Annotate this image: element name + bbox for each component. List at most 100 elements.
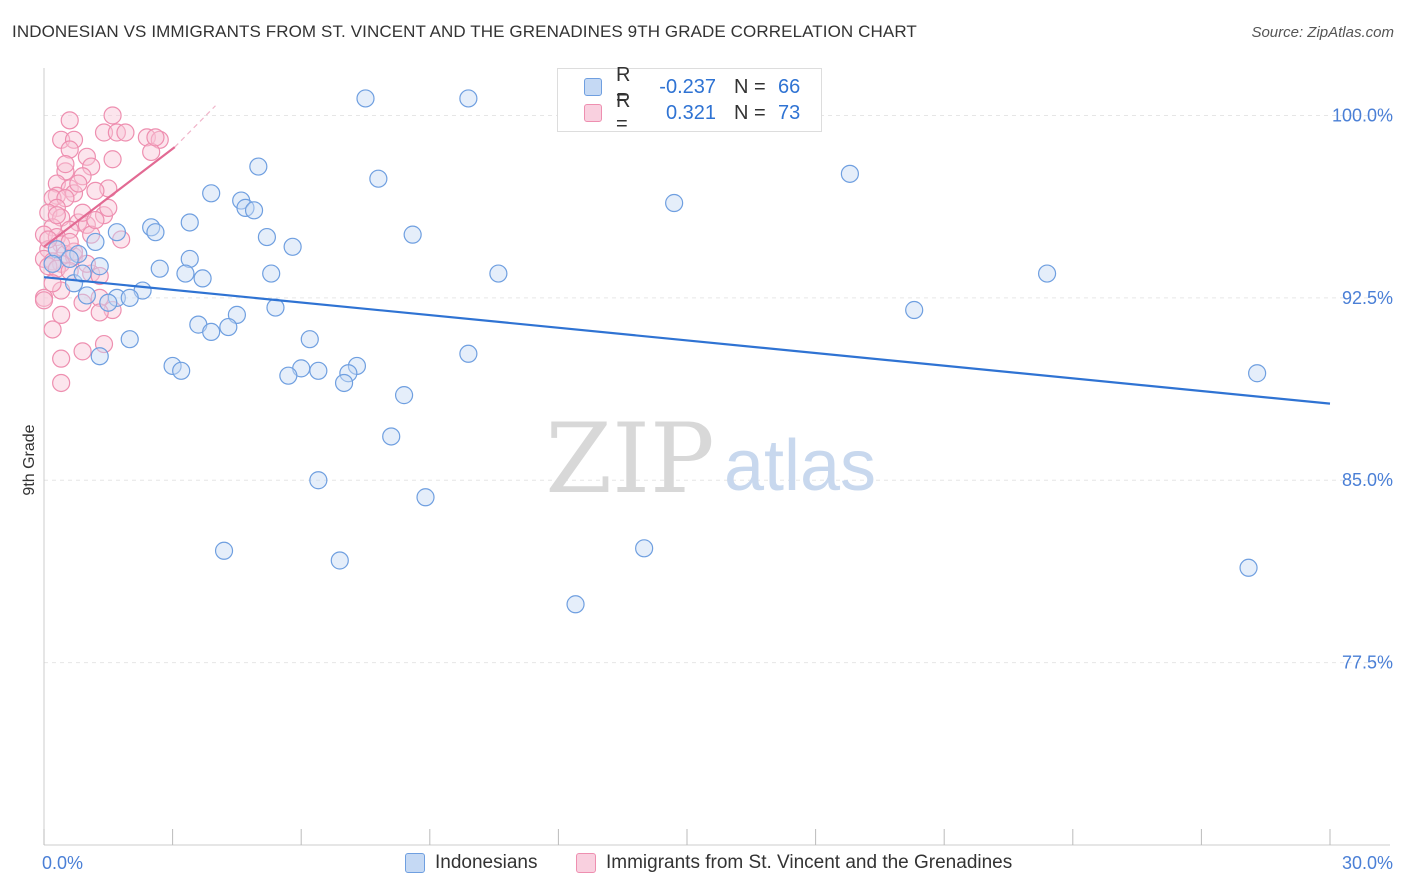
point-immigrants — [99, 198, 118, 217]
x-tick-label: 0.0% — [42, 853, 83, 873]
trend-line-immigrants — [43, 146, 176, 248]
point-indonesians — [394, 386, 414, 405]
point-indonesians — [1037, 264, 1057, 283]
point-indonesians — [150, 259, 169, 278]
point-immigrants — [52, 349, 71, 368]
axes — [43, 68, 1390, 846]
point-indonesians — [77, 286, 96, 305]
point-immigrants — [47, 206, 66, 225]
point-indonesians — [334, 373, 354, 393]
point-indonesians — [69, 244, 88, 264]
point-indonesians — [120, 288, 139, 307]
point-immigrants — [77, 147, 96, 166]
legend-label-indonesians: Indonesians — [435, 852, 538, 873]
point-immigrants — [86, 181, 105, 200]
legend-r-value: -0.237 — [659, 75, 716, 98]
point-indonesians — [60, 249, 79, 269]
trend-line-immigrants-extension — [174, 105, 216, 148]
source-label: Source: ZipAtlas.com — [1251, 24, 1394, 41]
legend-swatch-pink — [576, 853, 596, 873]
point-immigrants — [43, 189, 62, 208]
point-indonesians — [163, 356, 182, 376]
point-indonesians — [459, 344, 478, 363]
point-immigrants — [69, 174, 88, 193]
point-immigrants — [64, 130, 84, 149]
point-immigrants — [56, 155, 75, 174]
legend-item-indonesians[interactable]: Indonesians — [405, 852, 537, 874]
point-indonesians — [665, 193, 684, 213]
point-indonesians — [120, 330, 139, 349]
point-indonesians — [356, 89, 375, 108]
correlation-legend: R = -0.237 N = 66 R = 0.321 N = 73 — [557, 64, 824, 135]
tick-labels: 77.5% 85.0% 92.5% 100.0% 0.0% 30.0% — [42, 105, 1393, 873]
legend-row-immigrants: R = 0.321 N = 73 — [558, 90, 824, 135]
point-indonesians — [635, 539, 654, 558]
x-tick-label: 30.0% — [1342, 853, 1393, 873]
point-indonesians — [416, 488, 435, 507]
y-tick-label: 77.5% — [1342, 653, 1393, 673]
legend-swatch-blue — [584, 78, 602, 96]
point-indonesians — [489, 264, 508, 283]
point-indonesians — [840, 164, 859, 183]
y-tick-label: 85.0% — [1342, 470, 1393, 490]
legend-row-indonesians: R = -0.237 N = 66 — [558, 64, 824, 109]
point-indonesians — [43, 254, 62, 273]
point-indonesians — [107, 223, 126, 242]
trend-lines — [43, 105, 1331, 405]
point-indonesians — [1248, 364, 1267, 383]
point-indonesians — [99, 293, 118, 312]
point-indonesians — [459, 89, 478, 108]
point-indonesians — [202, 322, 221, 342]
legend-r-label: R = — [616, 90, 631, 135]
trend-line-indonesians — [43, 276, 1331, 405]
point-immigrants — [60, 111, 79, 130]
point-indonesians — [309, 471, 328, 490]
point-indonesians — [180, 249, 199, 269]
series-legend: Indonesians Immigrants from St. Vincent … — [0, 852, 1406, 876]
point-immigrants — [60, 140, 79, 159]
point-indonesians — [300, 330, 319, 349]
legend-n-value: 73 — [778, 101, 801, 124]
legend-r-value: 0.321 — [665, 101, 716, 124]
point-indonesians — [244, 201, 264, 220]
point-immigrants — [103, 106, 122, 125]
y-tick-label: 92.5% — [1342, 288, 1393, 308]
point-indonesians — [176, 264, 195, 283]
point-indonesians — [214, 541, 234, 560]
point-indonesians — [309, 361, 328, 380]
legend-n-value: 66 — [778, 75, 801, 98]
point-immigrants — [43, 320, 62, 339]
watermark-zip: ZIP — [545, 403, 714, 515]
point-immigrants — [146, 128, 165, 147]
point-indonesians — [262, 264, 281, 283]
point-indonesians — [257, 227, 277, 247]
point-indonesians — [219, 317, 238, 337]
point-indonesians — [249, 157, 268, 176]
legend-item-immigrants[interactable]: Immigrants from St. Vincent and the Gren… — [576, 852, 1012, 874]
point-immigrants — [52, 305, 71, 324]
legend-n-label: N = — [734, 75, 766, 98]
y-axis-label: 9th Grade — [21, 424, 38, 495]
legend-r-label: R = — [616, 64, 631, 109]
point-immigrants — [47, 198, 66, 217]
point-immigrants — [34, 291, 54, 310]
point-indonesians — [566, 595, 585, 614]
watermark-atlas: atlas — [724, 426, 876, 506]
gridlines — [44, 114, 1390, 664]
point-indonesians — [202, 184, 221, 203]
point-indonesians — [47, 240, 66, 259]
point-indonesians — [86, 232, 105, 252]
point-immigrants — [86, 210, 105, 230]
point-indonesians — [90, 257, 109, 276]
legend-swatch-pink — [584, 104, 602, 122]
point-indonesians — [90, 347, 109, 366]
point-indonesians — [283, 237, 302, 256]
point-indonesians — [339, 364, 358, 383]
point-indonesians — [193, 269, 212, 288]
point-indonesians — [403, 225, 422, 244]
point-indonesians — [279, 366, 298, 385]
point-immigrants — [73, 342, 92, 361]
point-indonesians — [172, 361, 191, 380]
point-indonesians — [330, 551, 349, 570]
